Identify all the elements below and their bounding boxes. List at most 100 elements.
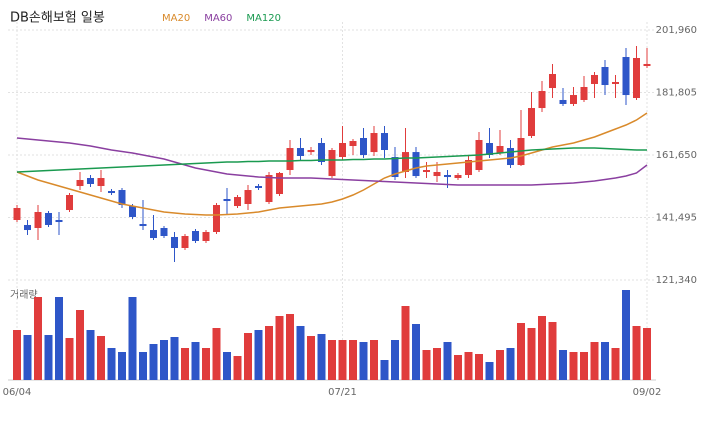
candle-body	[349, 141, 357, 147]
candle-body	[45, 212, 52, 225]
candle-body	[129, 206, 136, 217]
volume-bar	[55, 297, 63, 380]
candle-body	[76, 179, 84, 187]
volume-bar	[443, 342, 452, 380]
volume-bar	[485, 362, 494, 380]
volume-bar	[128, 297, 137, 380]
volume-label: 거래량	[10, 289, 38, 301]
candle-body	[486, 142, 493, 155]
volume-bar	[590, 342, 599, 380]
volume-bar	[548, 322, 557, 380]
candle-body	[601, 66, 609, 86]
y-tick-label: 141,495	[656, 213, 697, 224]
y-tick-label: 201,960	[656, 25, 697, 36]
volume-bar	[338, 340, 347, 380]
candle-body	[139, 223, 147, 227]
legend-entry: MA120	[246, 13, 281, 24]
volume-bar	[223, 352, 231, 380]
volume-bar	[611, 348, 620, 380]
candle-body	[55, 219, 63, 223]
candle-body	[87, 178, 94, 184]
candle-body	[307, 150, 315, 153]
volume-bar	[265, 326, 273, 380]
volume-bar	[317, 334, 326, 380]
volume-bar	[307, 336, 315, 380]
y-tick-label: 161,650	[656, 150, 697, 161]
y-tick-label: 181,805	[656, 88, 697, 99]
volume-bar	[580, 352, 588, 380]
candle-body	[171, 236, 178, 248]
candle-body	[496, 146, 504, 154]
candle-body	[538, 90, 546, 109]
candle-body	[192, 231, 199, 241]
volume-bar	[454, 355, 462, 380]
volume-bar	[370, 340, 378, 380]
volume-bar	[475, 354, 483, 380]
volume-bar	[44, 335, 53, 380]
volume-bar	[76, 310, 84, 380]
candle-body	[381, 133, 388, 151]
volume-bar	[506, 348, 515, 380]
volume-bar	[433, 348, 441, 380]
candle-body	[223, 199, 231, 202]
y-tick-label: 121,340	[656, 275, 697, 286]
volume-bar	[254, 330, 263, 380]
candle-body	[433, 171, 441, 177]
candle-body	[286, 148, 294, 171]
candle-body	[370, 133, 378, 153]
volume-bar	[181, 348, 189, 380]
legend-entry: MA60	[204, 13, 232, 24]
volume-bar	[464, 352, 473, 380]
candle-body	[549, 74, 556, 89]
volume-bar	[296, 326, 305, 380]
volume-bar	[139, 352, 147, 380]
volume-bar	[86, 330, 95, 380]
candle-body	[297, 148, 304, 156]
volume-bar	[202, 348, 210, 380]
candle-body	[97, 178, 105, 187]
x-tick-label: 07/21	[328, 387, 357, 398]
candle-body	[181, 235, 189, 248]
candle-body	[402, 152, 409, 172]
volume-bar	[328, 340, 336, 380]
volume-bar	[34, 297, 42, 380]
volume-bar	[632, 326, 641, 380]
candle-body	[612, 82, 619, 84]
candle-body	[276, 172, 283, 195]
volume-bar	[275, 316, 284, 380]
volume-bar	[401, 306, 410, 380]
candle-body	[66, 195, 73, 211]
volume-bar	[422, 350, 431, 380]
candle-body	[108, 191, 115, 194]
volume-bar	[118, 352, 126, 380]
candle-body	[118, 190, 126, 206]
x-tick-label: 09/02	[633, 387, 662, 398]
candle-body	[454, 175, 462, 179]
volume-bar	[13, 330, 21, 380]
candle-body	[528, 108, 535, 136]
volume-bar	[412, 324, 420, 380]
volume-bar	[643, 328, 651, 380]
candle-body	[423, 170, 430, 172]
candle-body	[339, 142, 346, 158]
candle-body	[444, 175, 451, 178]
volume-bar	[601, 342, 609, 380]
volume-bar	[107, 348, 116, 380]
volume-bar	[160, 340, 168, 380]
chart-title: DB손해보험 일봉	[10, 11, 105, 26]
candle-body	[318, 142, 325, 163]
candle-body	[622, 57, 630, 96]
ma-line	[16, 137, 648, 186]
candle-body	[412, 152, 420, 177]
volume-bar	[23, 335, 32, 380]
volume-bar	[191, 342, 200, 380]
volume-bar	[170, 337, 179, 380]
candle-body	[328, 150, 336, 177]
legend: MA20 MA60 MA120	[162, 13, 281, 24]
volume-bar	[559, 350, 567, 380]
volume-bar	[517, 323, 525, 380]
candle-body	[202, 231, 210, 241]
candle-body	[150, 230, 157, 239]
volume-bar	[349, 340, 357, 380]
candle-body	[633, 58, 640, 99]
